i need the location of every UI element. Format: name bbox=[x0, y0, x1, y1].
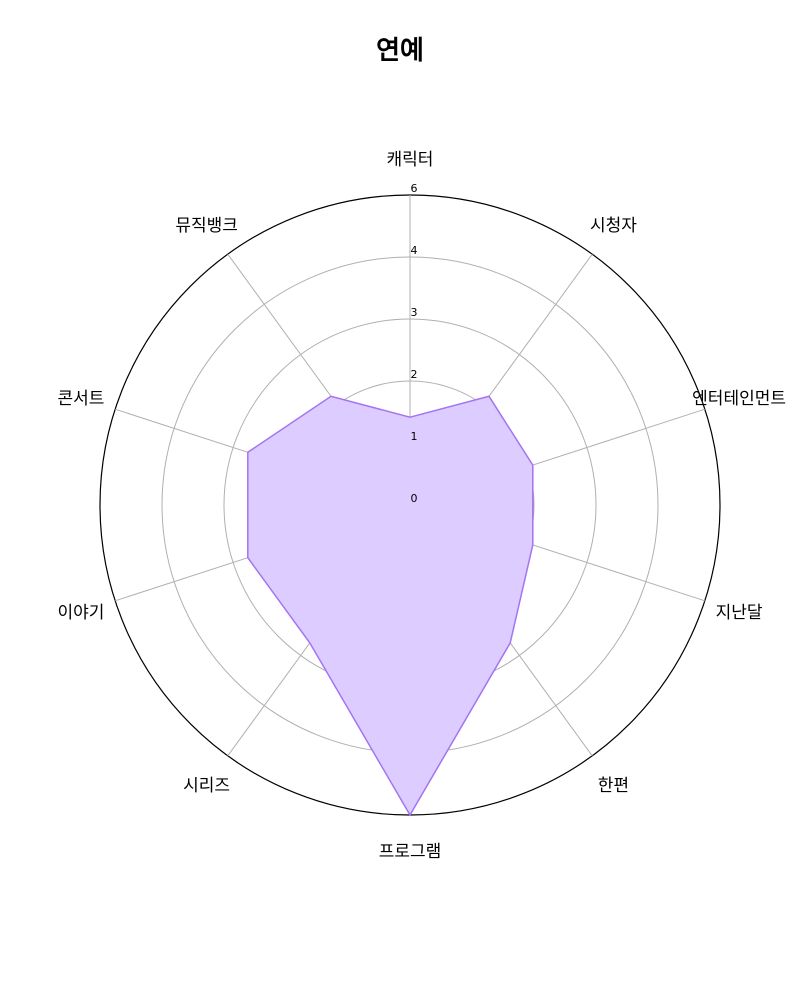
radial-tick-label: 0 bbox=[411, 492, 418, 505]
series-area bbox=[247, 395, 534, 817]
chart-title: 연예 bbox=[376, 36, 424, 66]
radial-tick-label: 4 bbox=[411, 244, 418, 257]
category-label: 프로그램 bbox=[379, 842, 442, 862]
series-layer bbox=[247, 395, 534, 817]
category-label: 지난달 bbox=[716, 603, 763, 623]
category-label: 엔터테인먼트 bbox=[692, 389, 786, 409]
radial-tick-label: 2 bbox=[411, 368, 418, 381]
category-label: 한편 bbox=[598, 776, 629, 796]
radial-tick-label: 3 bbox=[411, 306, 418, 319]
category-label: 콘서트 bbox=[57, 389, 104, 409]
category-label: 시리즈 bbox=[183, 776, 230, 796]
category-label: 이야기 bbox=[57, 603, 104, 623]
radial-tick-label: 1 bbox=[411, 430, 418, 443]
radial-tick-label: 6 bbox=[411, 182, 418, 195]
radial-tick-labels: 0 1 2 3 4 6 bbox=[411, 182, 418, 505]
category-label: 뮤직뱅크 bbox=[175, 216, 238, 236]
category-label: 캐릭터 bbox=[387, 150, 434, 170]
category-label: 시청자 bbox=[590, 216, 637, 236]
